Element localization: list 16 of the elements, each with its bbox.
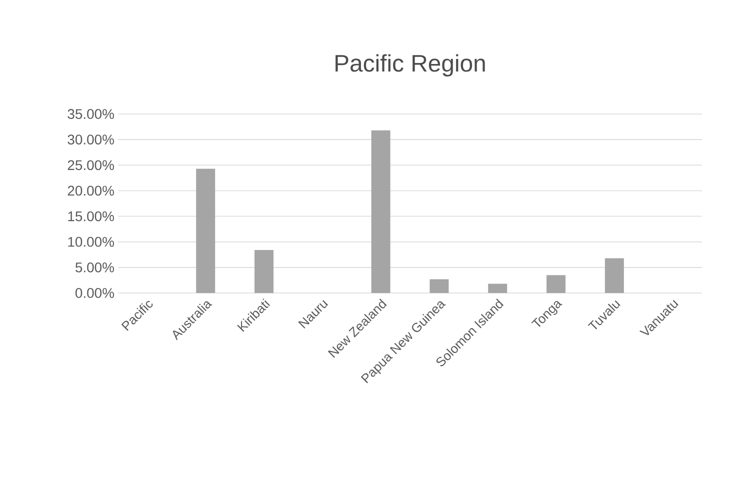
y-tick-label: 5.00% [75, 262, 114, 272]
bar [430, 279, 449, 293]
chart-title: Pacific Region [336, 54, 485, 77]
bar [196, 168, 216, 293]
y-tick-label: 15.00% [68, 211, 114, 222]
bar [546, 275, 566, 293]
y-tick-label: 10.00% [68, 236, 114, 247]
bar [488, 284, 508, 293]
y-tick-label: 25.00% [68, 160, 114, 170]
bar [371, 130, 390, 293]
y-tick-label: 20.00% [68, 186, 114, 196]
y-tick-label: 0.00% [75, 288, 114, 298]
y-tick-label: 35.00% [68, 109, 114, 119]
bar [254, 250, 274, 293]
bar [604, 258, 624, 293]
y-tick-label: 30.00% [68, 134, 114, 145]
